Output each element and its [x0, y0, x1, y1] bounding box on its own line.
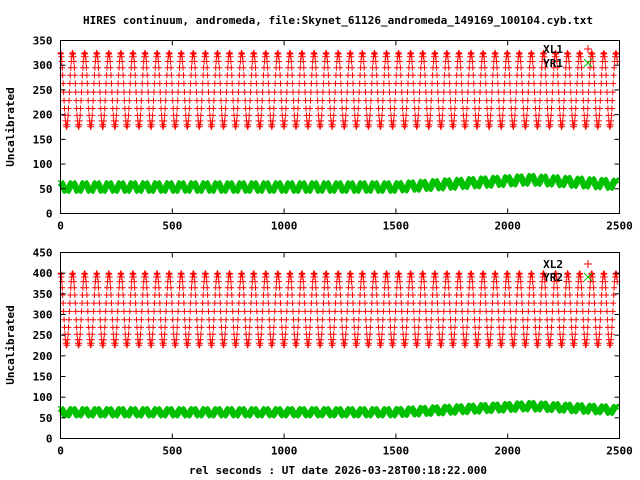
y-tick-label: 350: [33, 288, 53, 301]
legend-marker-glyph: [583, 272, 593, 282]
panel-2-y-axis-label: Uncalibrated: [4, 305, 17, 384]
legend-label-xl2: XL2: [543, 258, 563, 271]
x-tick-label: 2500: [606, 445, 633, 458]
panel-1: 0 500 1000 1500 2000 2500 0 50 100 150 200 250 300 35…: [4, 35, 633, 233]
x-tick-label: 0: [57, 445, 64, 458]
x-tick-label: 500: [162, 445, 182, 458]
x-tick-label: 1000: [271, 220, 298, 233]
panel-2-plot-frame: [60, 252, 620, 439]
legend-marker-glyph: [583, 58, 593, 68]
y-tick-label: 150: [33, 371, 53, 384]
y-tick-label: 250: [33, 84, 53, 97]
panel-2: 0 500 1000 1500 2000 2500 0 50 100 150 200 250 300 35…: [4, 247, 633, 458]
y-tick-label: 300: [33, 309, 53, 322]
y-tick-label: 400: [33, 267, 53, 280]
y-tick-label: 0: [46, 433, 53, 446]
x-tick-label: 1500: [383, 220, 410, 233]
y-tick-label: 150: [33, 133, 53, 146]
y-tick-label: 200: [33, 350, 53, 363]
legend-label-xl1: XL1: [543, 43, 563, 56]
panel-2-legend: XL2 YR2: [543, 258, 593, 284]
legend-marker-yr1: [583, 58, 593, 68]
legend-label-yr1: YR1: [543, 57, 563, 70]
y-tick-label: 100: [33, 391, 53, 404]
legend-marker-xl2: [584, 260, 592, 268]
y-tick-label: 450: [33, 247, 53, 260]
legend-marker-glyph: [584, 260, 592, 268]
x-tick-label: 1000: [271, 445, 298, 458]
legend-label-yr2: YR2: [543, 271, 563, 284]
panel-1-y-axis-label: Uncalibrated: [4, 87, 17, 166]
y-tick-label: 300: [33, 59, 53, 72]
y-tick-label: 50: [39, 183, 52, 196]
legend-marker-yr2: [583, 272, 593, 282]
panel-1-ticks: 0 500 1000 1500 2000 2500 0 50 100 150 200 250 300 35…: [33, 35, 633, 233]
x-tick-label: 2500: [606, 220, 633, 233]
chart-title: HIRES continuum, andromeda, file:Skynet_…: [83, 14, 593, 27]
x-tick-label: 0: [57, 220, 64, 233]
panel-2-ticks: 0 500 1000 1500 2000 2500 0 50 100 150 200 250 300 35…: [33, 247, 633, 458]
x-tick-label: 500: [162, 220, 182, 233]
x-tick-label: 2000: [494, 445, 521, 458]
y-tick-label: 100: [33, 158, 53, 171]
x-tick-label: 1500: [383, 445, 410, 458]
y-tick-label: 350: [33, 35, 53, 48]
legend-marker-glyph: [584, 45, 592, 53]
x-tick-label: 2000: [494, 220, 521, 233]
x-axis-label: rel seconds : UT date 2026-03-28T00:18:2…: [189, 464, 487, 477]
panel-1-legend: XL1 YR1: [543, 43, 593, 70]
y-tick-label: 50: [39, 412, 52, 425]
panel-1-plot-frame: [60, 40, 620, 214]
legend-marker-xl1: [584, 45, 592, 53]
y-tick-label: 0: [46, 208, 53, 221]
y-tick-label: 200: [33, 109, 53, 122]
y-tick-label: 250: [33, 329, 53, 342]
